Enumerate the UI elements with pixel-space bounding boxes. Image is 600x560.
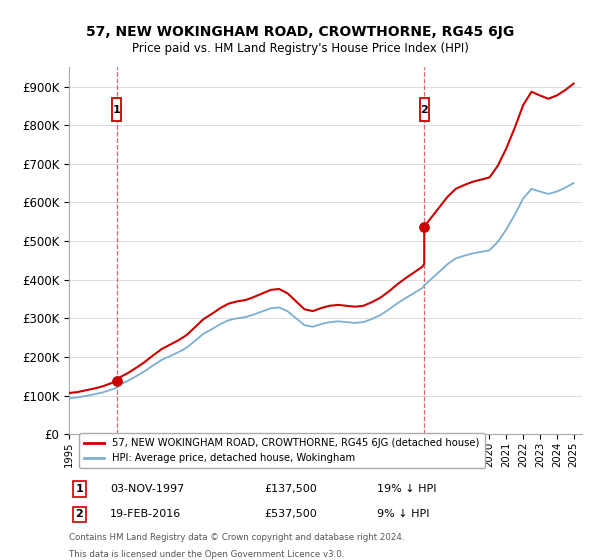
Text: £137,500: £137,500: [264, 484, 317, 494]
Text: 03-NOV-1997: 03-NOV-1997: [110, 484, 184, 494]
Text: Contains HM Land Registry data © Crown copyright and database right 2024.: Contains HM Land Registry data © Crown c…: [69, 533, 404, 542]
Text: 9% ↓ HPI: 9% ↓ HPI: [377, 510, 430, 520]
Point: [112, 376, 121, 385]
Text: 1: 1: [76, 484, 83, 494]
Text: 2: 2: [421, 105, 428, 115]
Point: [419, 222, 429, 231]
FancyBboxPatch shape: [419, 98, 429, 122]
Text: Price paid vs. HM Land Registry's House Price Index (HPI): Price paid vs. HM Land Registry's House …: [131, 42, 469, 55]
Legend: 57, NEW WOKINGHAM ROAD, CROWTHORNE, RG45 6JG (detached house), HPI: Average pric: 57, NEW WOKINGHAM ROAD, CROWTHORNE, RG45…: [79, 433, 485, 468]
Text: This data is licensed under the Open Government Licence v3.0.: This data is licensed under the Open Gov…: [69, 550, 344, 559]
FancyBboxPatch shape: [112, 98, 121, 122]
Text: 19% ↓ HPI: 19% ↓ HPI: [377, 484, 436, 494]
Text: 2: 2: [76, 510, 83, 520]
Text: 1: 1: [113, 105, 121, 115]
Text: 57, NEW WOKINGHAM ROAD, CROWTHORNE, RG45 6JG: 57, NEW WOKINGHAM ROAD, CROWTHORNE, RG45…: [86, 25, 514, 39]
Text: £537,500: £537,500: [264, 510, 317, 520]
Text: 19-FEB-2016: 19-FEB-2016: [110, 510, 181, 520]
